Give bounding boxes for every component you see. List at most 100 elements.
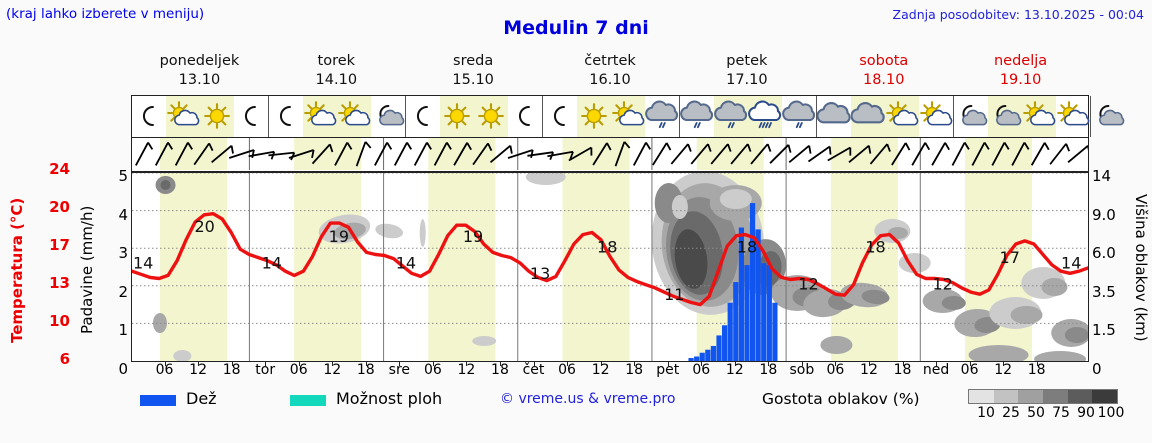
x-axis-tick: [768, 362, 770, 366]
x-axis-label: 06: [155, 362, 174, 378]
day-date: 14.10: [315, 72, 358, 88]
wind-barb: [769, 144, 792, 164]
wind-barb: [507, 149, 534, 159]
icon-slot: [371, 96, 405, 137]
sun-cloud-icon: [886, 100, 919, 125]
cloud-density-tick: 50: [1027, 405, 1045, 421]
day-header-4: petek 17.10: [678, 52, 815, 92]
x-axis-tick: [298, 362, 300, 366]
wind-barb-row: [131, 138, 1089, 172]
x-axis-tick: [801, 362, 803, 366]
axis-tick: 10: [49, 312, 70, 330]
rain-bar: [688, 357, 694, 361]
rain-bar: [766, 265, 772, 361]
icon-slot: [782, 96, 816, 137]
icon-slot: [440, 96, 474, 137]
day-date: 15.10: [452, 72, 494, 88]
x-axis-label: 06: [423, 362, 442, 378]
wind-daylight-band: [830, 138, 898, 170]
x-axis-label: 06: [960, 362, 979, 378]
temperature-curve: [132, 212, 1088, 307]
wind-barb: [652, 142, 672, 166]
cloud-rain-icon: [714, 100, 747, 128]
icon-slot: [817, 96, 851, 137]
icon-slot: [680, 96, 714, 137]
cloud-density-blob: [419, 219, 426, 247]
icon-slot: [269, 96, 303, 137]
wind-barb: [614, 141, 631, 167]
axis-tick: 2: [118, 282, 128, 301]
plot-svg: 14 20 14 19 14 19 13 18 11 18 12 18 12 17 14: [132, 173, 1088, 361]
temperature-label: 11: [664, 285, 684, 304]
daylight-band: [562, 173, 630, 361]
sun-cloud-icon: [920, 100, 953, 125]
axis-tick: 24: [49, 160, 70, 178]
x-axis-label: 12: [457, 362, 476, 378]
weather-icon-row: [131, 95, 1125, 138]
wind-barb: [951, 142, 970, 166]
rain-bar: [710, 345, 717, 361]
axis-tick: 6.0: [1092, 244, 1116, 262]
wind-barb: [807, 145, 832, 163]
cloud-density-tick: 25: [1002, 405, 1020, 421]
cloud-density-blob: [1010, 306, 1043, 324]
x-axis-label: 06: [692, 362, 711, 378]
temperature-axis-title: Temperatura (°C): [8, 197, 26, 343]
x-axis-label: pet: [656, 362, 680, 378]
page-title: Medulin 7 dni: [503, 17, 649, 39]
axis-tick: 4: [118, 205, 128, 224]
rain-bar: [722, 325, 728, 361]
wind-barb: [288, 149, 315, 159]
x-axis-tick: [466, 362, 468, 366]
wind-barb: [1030, 142, 1050, 166]
day-header-6: nedelja 19.10: [952, 52, 1089, 92]
wind-barb: [730, 143, 752, 165]
showers-legend-label: Možnost ploh: [336, 389, 443, 408]
rain-bar: [716, 335, 722, 361]
x-axis-label: 12: [189, 362, 207, 378]
copyright-link[interactable]: © vreme.us & vreme.pro: [500, 391, 676, 407]
wind-barb: [393, 142, 413, 166]
cloud-density-step: [1043, 390, 1068, 403]
wind-barb: [334, 142, 353, 166]
day-header-0: ponedeljek 13.10: [131, 52, 268, 92]
x-axis-tick: [365, 362, 367, 366]
day-name: četrtek: [584, 53, 636, 69]
cloud-density-blob: [671, 195, 688, 219]
wind-barb: [433, 142, 452, 166]
x-axis-tick: [868, 362, 870, 366]
wind-barb: [848, 144, 872, 164]
cloud-density-blob: [968, 345, 1029, 361]
rain-bar: [772, 302, 778, 361]
rain-legend-label: Dež: [186, 389, 217, 408]
axis-tick: 5: [118, 167, 128, 185]
day-header-5: sobota 18.10: [815, 52, 952, 92]
cloud-density-blob: [1034, 351, 1087, 361]
wind-barb: [413, 142, 432, 166]
cloud-density-step: [1067, 390, 1093, 403]
sun-cloud-icon: [612, 100, 645, 125]
daylight-band: [428, 173, 496, 361]
x-axis-tick: [332, 362, 334, 366]
cloud-density-step: [1092, 390, 1118, 403]
cloud-density-blob: [820, 336, 853, 354]
cloud-density-blob: [525, 173, 566, 185]
icon-slot: [1091, 96, 1125, 137]
x-axis-label: 12: [323, 362, 342, 378]
x-axis-tick: [667, 362, 669, 366]
cloud-density-step: [993, 390, 1019, 403]
cloud-density-blob: [375, 223, 404, 239]
axis-tick: 0: [118, 359, 128, 378]
wind-barb: [931, 142, 950, 166]
x-axis-label: sre: [388, 362, 411, 378]
sun-cloud-icon: [1023, 100, 1056, 125]
icon-slot: [406, 96, 440, 137]
icon-day-1: [269, 96, 406, 137]
icon-slot: [885, 96, 919, 137]
cloud-density-step: [969, 390, 994, 403]
wind-barb: [568, 146, 593, 162]
wind-barb: [632, 142, 652, 166]
x-axis-tick: [432, 362, 434, 366]
cloud-density-blob: [173, 350, 192, 361]
wind-barb: [453, 142, 472, 166]
